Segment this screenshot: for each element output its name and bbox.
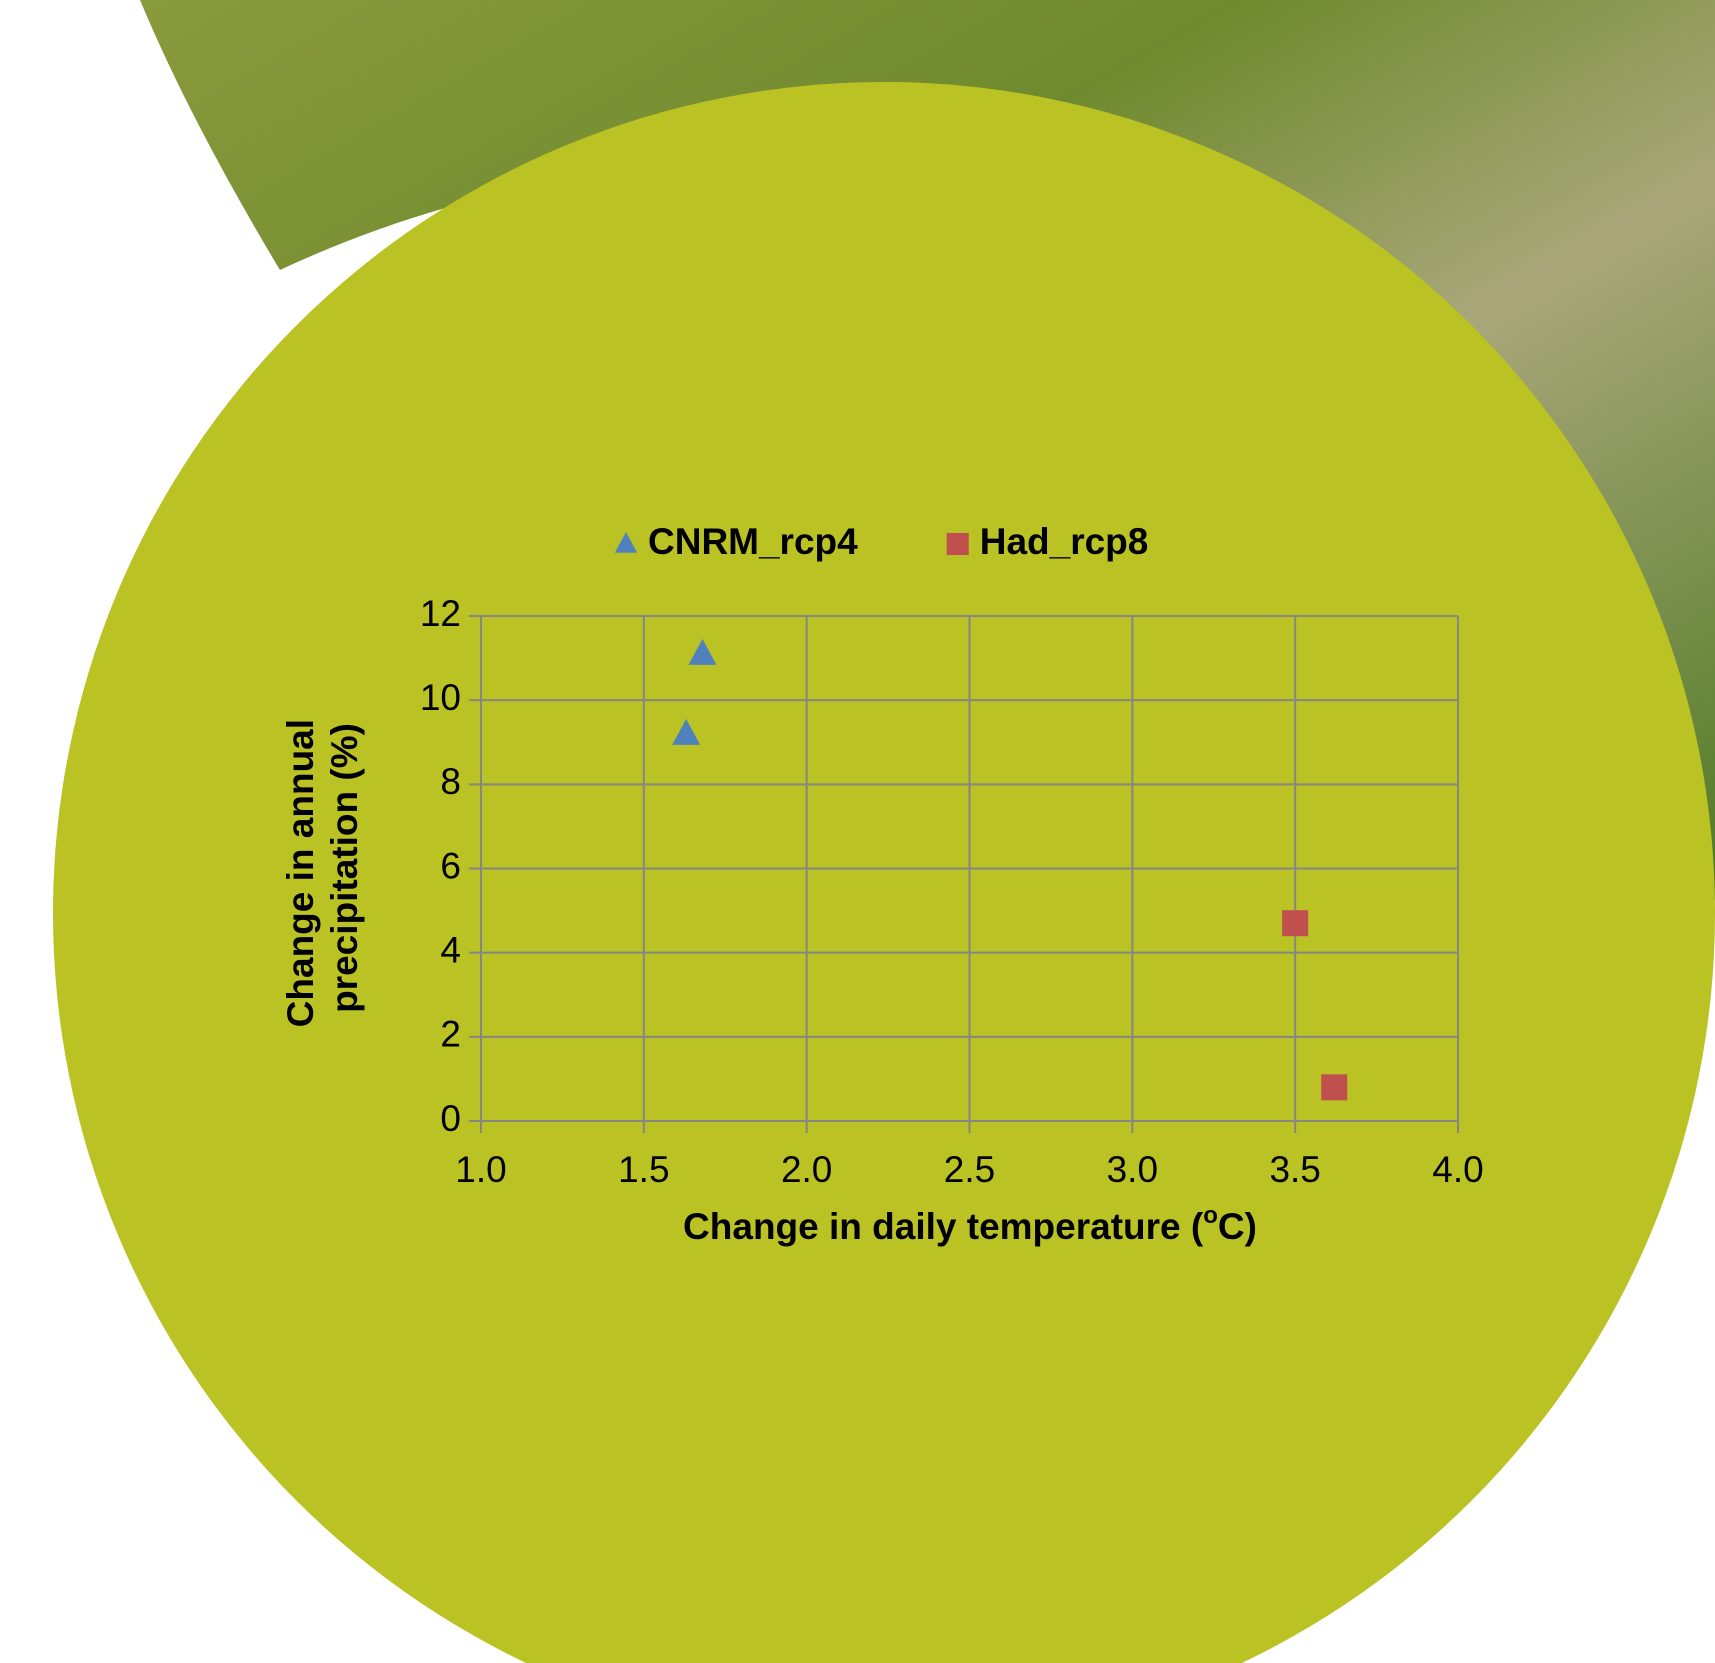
y-tick-label: 0 [440,1098,461,1139]
x-tick-label: 1.0 [455,1149,506,1190]
y-tick-label: 4 [440,929,461,970]
x-axis-label: Change in daily temperature (oC) [683,1202,1257,1246]
legend-marker [947,533,969,555]
y-tick-label: 6 [440,845,461,886]
x-tick-label: 1.5 [618,1149,669,1190]
x-tick-label: 3.0 [1107,1149,1158,1190]
x-tick-label: 2.5 [944,1149,995,1190]
legend-label: CNRM_rcp4 [648,521,858,562]
data-point [1282,910,1308,936]
y-axis-label-line: Change in annual [280,719,321,1027]
x-tick-label: 2.0 [781,1149,832,1190]
y-tick-label: 12 [420,593,461,634]
x-tick-label: 3.5 [1269,1149,1320,1190]
page: Change in annual precipitation (%) Chang… [0,0,1715,1663]
x-tick-label: 4.0 [1432,1149,1483,1190]
x-axis-label-part: Change in daily temperature ( [683,1206,1204,1247]
legend-label: Had_rcp8 [980,521,1149,562]
y-axis-label-line: precipitation (%) [324,723,365,1013]
x-axis-label-superscript: o [1203,1202,1218,1229]
y-tick-label: 8 [440,761,461,802]
x-axis-label-part: C) [1218,1206,1257,1247]
y-tick-label: 10 [420,677,461,718]
y-tick-label: 2 [440,1014,461,1055]
data-point [1321,1074,1347,1100]
